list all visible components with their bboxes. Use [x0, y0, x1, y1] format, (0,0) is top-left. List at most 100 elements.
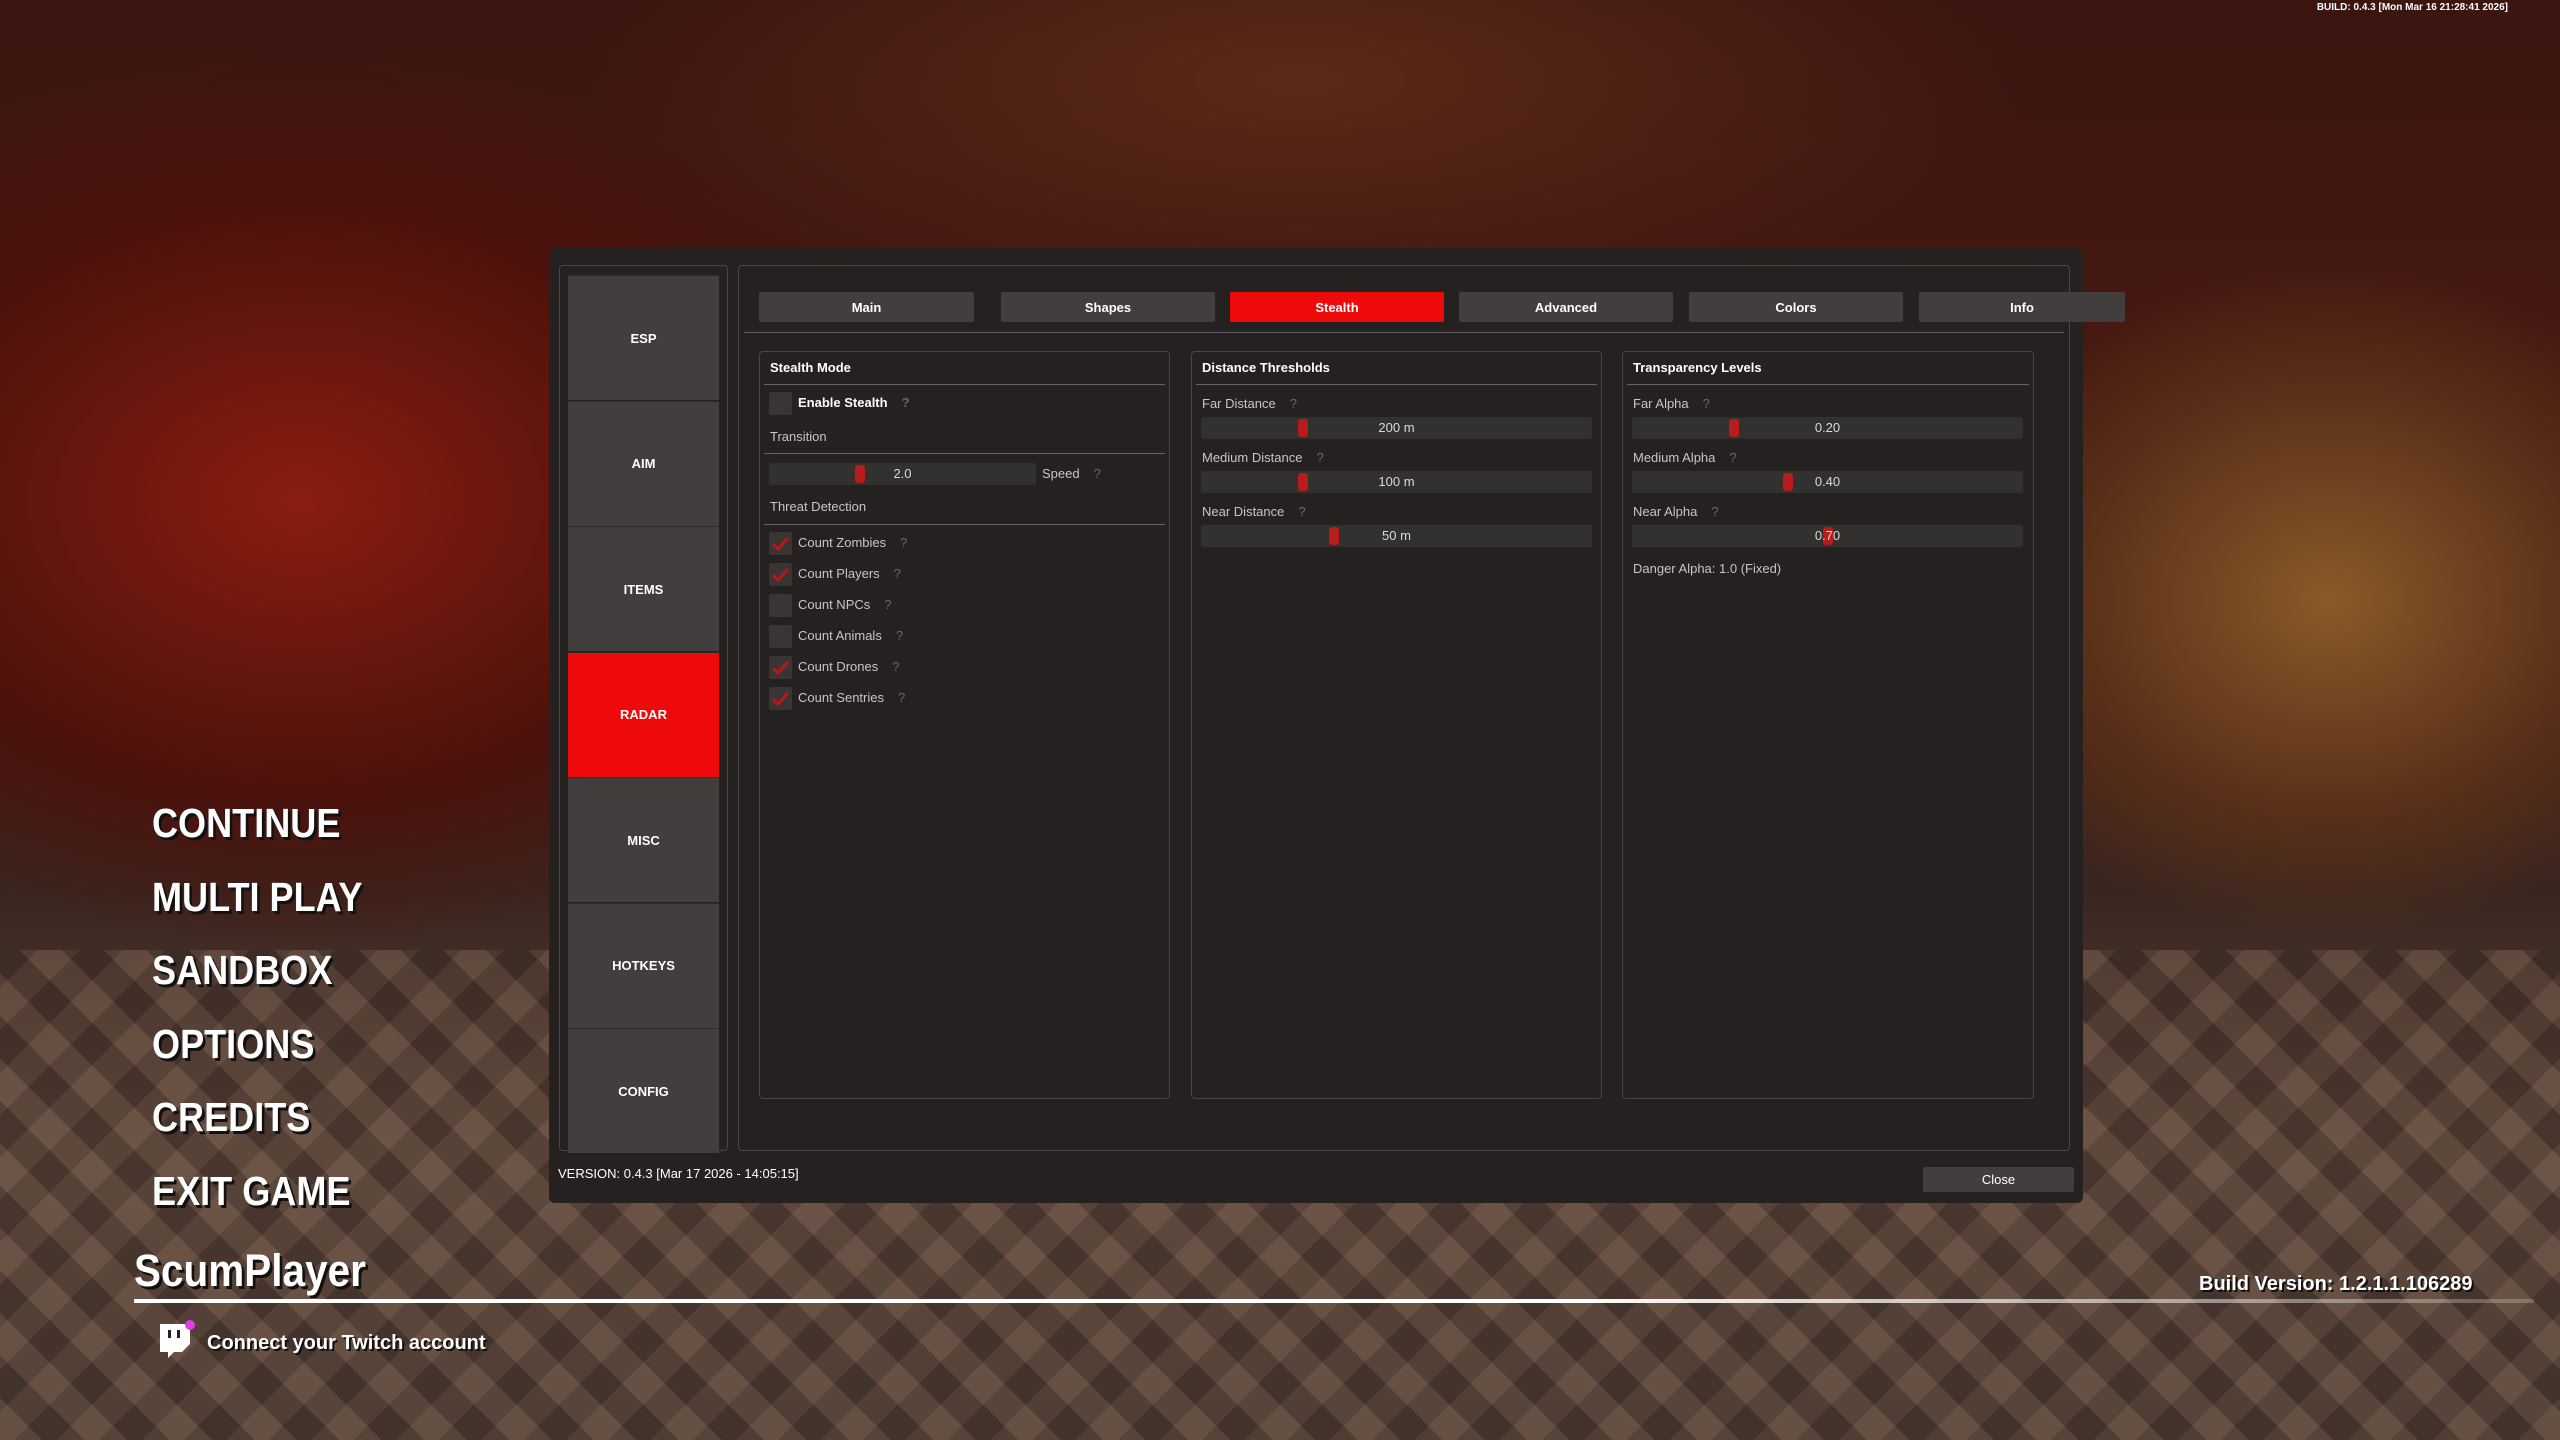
- threat-label: Count Animals: [798, 628, 882, 643]
- sidebar-item-aim[interactable]: AIM: [568, 400, 719, 526]
- menu-sandbox[interactable]: SANDBOX: [152, 947, 333, 993]
- threat-row: Count NPCs?: [798, 597, 891, 612]
- help-icon[interactable]: ?: [893, 566, 901, 581]
- group-title: Distance Thresholds: [1202, 360, 1330, 375]
- menu-exit-game[interactable]: EXIT GAME: [152, 1167, 351, 1214]
- slider-thumb[interactable]: [1728, 419, 1739, 437]
- count-npcs-checkbox[interactable]: [769, 594, 792, 617]
- sidebar-item-hotkeys[interactable]: HOTKEYS: [568, 902, 719, 1028]
- help-icon[interactable]: ?: [1729, 450, 1737, 465]
- slider-label: Near Alpha: [1633, 504, 1698, 519]
- help-icon[interactable]: ?: [1289, 396, 1297, 411]
- speed-label: Speed: [1042, 466, 1080, 481]
- slider-thumb[interactable]: [1822, 527, 1833, 545]
- slider-thumb[interactable]: [854, 465, 865, 483]
- divider: [1196, 384, 1597, 385]
- help-icon[interactable]: ?: [901, 395, 910, 410]
- cheat-overlay-panel: [549, 248, 2083, 1203]
- tab-advanced[interactable]: Advanced: [1459, 292, 1673, 322]
- slider-row: Near Alpha?: [1633, 504, 1719, 519]
- tab-stealth[interactable]: Stealth: [1230, 292, 1444, 322]
- top-build-label: BUILD: 0.4.3 [Mon Mar 16 21:28:41 2026]: [2316, 2, 2508, 13]
- slider-value: 100 m: [1378, 474, 1415, 489]
- player-divider: [134, 1299, 2534, 1303]
- medium-distance-slider[interactable]: 100 m: [1201, 471, 1592, 493]
- speed-slider[interactable]: 2.0: [769, 463, 1036, 485]
- transition-title: Transition: [770, 429, 827, 444]
- help-icon[interactable]: ?: [895, 628, 904, 643]
- slider-row: Medium Alpha?: [1633, 450, 1737, 465]
- tab-main[interactable]: Main: [759, 292, 974, 322]
- help-icon[interactable]: ?: [884, 597, 892, 612]
- sidebar-item-misc[interactable]: MISC: [568, 777, 719, 902]
- help-icon[interactable]: ?: [1316, 450, 1324, 465]
- speed-row: Speed?: [1042, 466, 1101, 481]
- menu-multi-play[interactable]: MULTI PLAY: [152, 873, 363, 920]
- help-icon[interactable]: ?: [900, 535, 908, 550]
- overlay-sidebar: ESP AIM ITEMS RADAR MISC HOTKEYS CONFIG: [559, 265, 728, 1153]
- danger-alpha-note: Danger Alpha: 1.0 (Fixed): [1633, 561, 1782, 576]
- divider: [764, 524, 1165, 525]
- slider-thumb[interactable]: [1783, 473, 1794, 491]
- sidebar-item-esp[interactable]: ESP: [568, 275, 719, 400]
- twitch-icon[interactable]: [156, 1320, 196, 1362]
- sidebar-item-items[interactable]: ITEMS: [568, 526, 719, 651]
- threat-row: Count Players?: [798, 566, 901, 581]
- far-distance-slider[interactable]: 200 m: [1201, 417, 1592, 439]
- menu-credits[interactable]: CREDITS: [152, 1094, 311, 1140]
- tab-colors[interactable]: Colors: [1689, 292, 1903, 322]
- group-transparency-levels: Transparency Levels Danger Alpha: 1.0 (F…: [1622, 351, 2034, 1099]
- far-alpha-slider[interactable]: 0.20: [1632, 417, 2023, 439]
- twitch-connect-link[interactable]: Connect your Twitch account: [207, 1332, 486, 1354]
- help-icon[interactable]: ?: [898, 690, 906, 705]
- threat-label: Count Zombies: [798, 535, 887, 550]
- slider-thumb[interactable]: [1297, 473, 1308, 491]
- slider-value: 2.0: [893, 466, 912, 481]
- build-version: Build Version: 1.2.1.1.106289: [2199, 1273, 2473, 1295]
- enable-stealth-checkbox[interactable]: [769, 392, 792, 415]
- menu-continue[interactable]: CONTINUE: [152, 800, 341, 846]
- count-zombies-checkbox[interactable]: [769, 532, 792, 555]
- help-icon[interactable]: ?: [1702, 396, 1710, 411]
- near-alpha-slider[interactable]: 0.70: [1632, 525, 2023, 547]
- version-label: VERSION: 0.4.3 [Mar 17 2026 - 14:05:15]: [558, 1166, 799, 1181]
- count-animals-checkbox[interactable]: [769, 625, 792, 648]
- count-sentries-checkbox[interactable]: [769, 687, 792, 710]
- sidebar-item-config[interactable]: CONFIG: [568, 1028, 719, 1153]
- help-icon[interactable]: ?: [1711, 504, 1719, 519]
- slider-label: Far Alpha: [1633, 396, 1689, 411]
- near-distance-slider[interactable]: 50 m: [1201, 525, 1592, 547]
- help-icon[interactable]: ?: [1298, 504, 1306, 519]
- group-title: Stealth Mode: [770, 360, 851, 375]
- threat-label: Count NPCs: [798, 597, 871, 612]
- slider-row: Far Alpha?: [1633, 396, 1710, 411]
- threat-title: Threat Detection: [770, 499, 867, 514]
- help-icon[interactable]: ?: [892, 659, 900, 674]
- slider-value: 50 m: [1382, 528, 1411, 543]
- enable-stealth-row: Enable Stealth?: [798, 395, 910, 410]
- close-button[interactable]: Close: [1923, 1167, 2074, 1192]
- tab-info[interactable]: Info: [1919, 292, 2125, 322]
- sidebar-item-radar[interactable]: RADAR: [568, 651, 719, 777]
- slider-row: Far Distance?: [1202, 396, 1297, 411]
- help-icon[interactable]: ?: [1093, 466, 1101, 481]
- overlay-content: Main Shapes Stealth Advanced Colors Info Stea…: [738, 265, 2125, 1151]
- count-players-checkbox[interactable]: [769, 563, 792, 586]
- player-name: ScumPlayer: [134, 1245, 366, 1296]
- slider-thumb[interactable]: [1297, 419, 1308, 437]
- menu-options[interactable]: OPTIONS: [152, 1020, 315, 1067]
- slider-label: Far Distance: [1202, 396, 1276, 411]
- medium-alpha-slider[interactable]: 0.40: [1632, 471, 2023, 493]
- slider-label: Medium Distance: [1202, 450, 1303, 465]
- tab-shapes[interactable]: Shapes: [1001, 292, 1215, 322]
- slider-value: 0.20: [1814, 420, 1841, 435]
- threat-row: Count Animals?: [798, 628, 903, 643]
- threat-label: Count Drones: [798, 659, 879, 674]
- slider-thumb[interactable]: [1328, 527, 1339, 545]
- slider-label: Near Distance: [1202, 504, 1285, 519]
- tab-divider: [744, 332, 2064, 333]
- slider-row: Near Distance?: [1202, 504, 1306, 519]
- divider: [764, 453, 1165, 454]
- count-drones-checkbox[interactable]: [769, 656, 792, 679]
- slider-label: Medium Alpha: [1633, 450, 1716, 465]
